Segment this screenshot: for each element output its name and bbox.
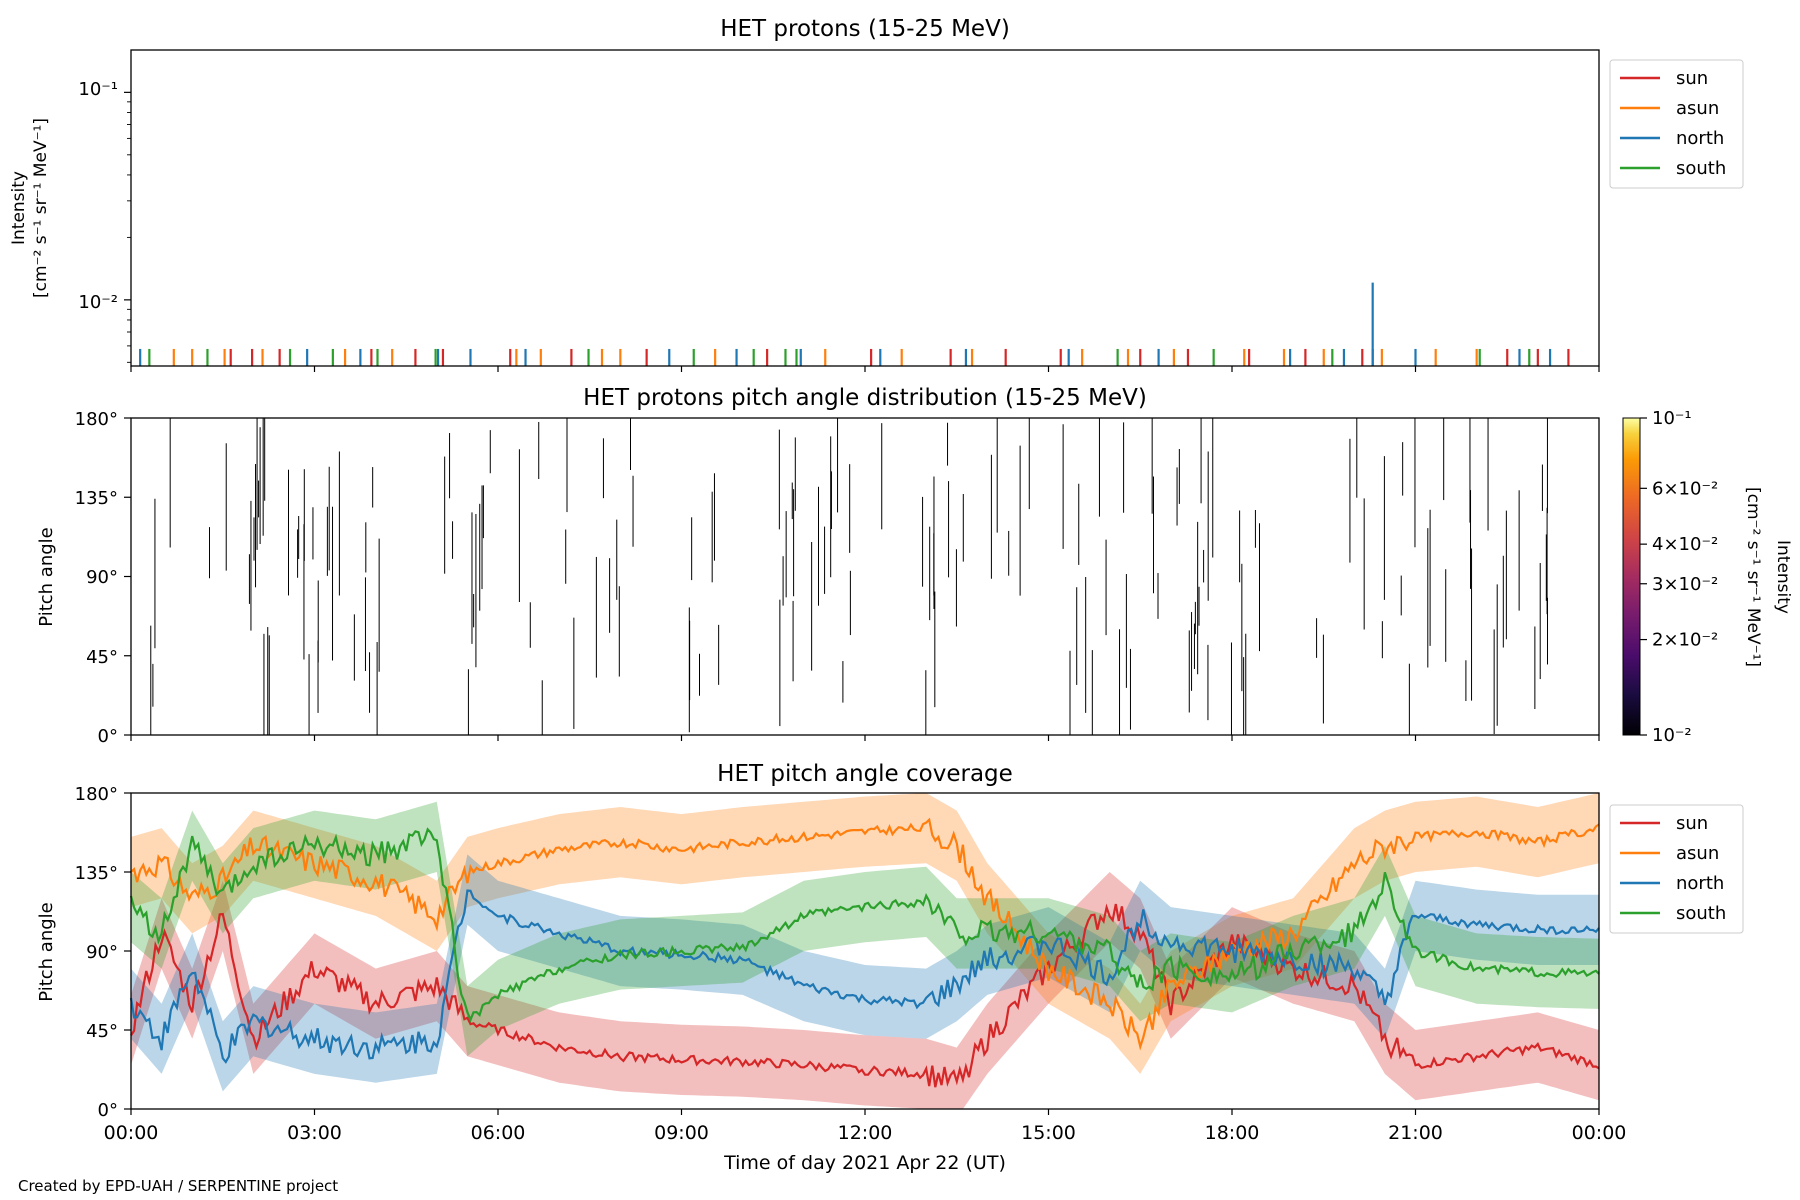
- legend-label-north: north: [1676, 873, 1724, 894]
- panel3-ytick-0: 0°: [98, 1100, 118, 1121]
- panel3-ytick-135: 135°: [75, 863, 118, 884]
- legend-label-sun: sun: [1676, 813, 1708, 834]
- panel1-frame: [130, 49, 1600, 367]
- colorbar-tick-label: 10⁻¹: [1652, 408, 1692, 429]
- panel2-ytick-90: 90°: [86, 567, 118, 588]
- colorbar-tick-label: 10⁻²: [1652, 725, 1692, 746]
- line-asun: [130, 817, 1600, 1051]
- panel1-title: HET protons (15-25 MeV): [720, 16, 1010, 42]
- panel1-ytick-bottom: 10⁻²: [78, 292, 118, 313]
- band-south: [131, 801, 1599, 1057]
- colorbar-label-line2: [cm⁻² s⁻¹ sr⁻¹ MeV⁻¹]: [1743, 487, 1763, 667]
- footer-credit: Created by EPD-UAH / SERPENTINE project: [18, 1177, 339, 1195]
- panel2-ytick-135: 135°: [75, 488, 118, 509]
- panel-pad: HET protons pitch angle distribution (15…: [36, 385, 1793, 747]
- panel1-ylabel-line1: Intensity: [9, 171, 29, 245]
- colorbar: 10⁻¹ 6×10⁻² 4×10⁻² 3×10⁻² 2×10⁻² 10⁻² Intensi…: [1622, 408, 1793, 746]
- panel2-ytick-0: 0°: [98, 726, 118, 747]
- panel2-title: HET protons pitch angle distribution (15…: [583, 385, 1147, 411]
- line-south: [129, 827, 1600, 1023]
- colorbar-gradient: [1622, 417, 1641, 736]
- line-sun: [130, 903, 1600, 1088]
- panel2-ytick-45: 45°: [86, 647, 118, 668]
- legend-label-sun: sun: [1676, 68, 1708, 89]
- panel3-legend: sun asun north south: [1609, 804, 1744, 934]
- xtick-label: 06:00: [471, 1122, 526, 1144]
- xtick-label: 15:00: [1021, 1122, 1076, 1144]
- panel2-ytick-180: 180°: [75, 409, 118, 430]
- panel3-ylabel: Pitch angle: [36, 902, 57, 1001]
- xtick-label: 09:00: [654, 1122, 709, 1144]
- colorbar-tick-label: 4×10⁻²: [1652, 534, 1718, 555]
- legend-label-asun: asun: [1676, 98, 1719, 119]
- colorbar-tick-label: 3×10⁻²: [1652, 574, 1718, 595]
- panel3-title: HET pitch angle coverage: [717, 761, 1013, 787]
- xtick-label: 00:00: [104, 1122, 159, 1144]
- panel1-ylabel-line2: [cm⁻² s⁻¹ sr⁻¹ MeV⁻¹]: [31, 118, 51, 298]
- legend-label-south: south: [1676, 903, 1726, 924]
- panel1-legend: sun asun north south: [1609, 59, 1744, 189]
- panel3-ytick-180: 180°: [75, 784, 118, 805]
- xtick-label: 21:00: [1388, 1122, 1443, 1144]
- band-north: [131, 854, 1599, 1092]
- colorbar-tick-label: 6×10⁻²: [1652, 478, 1718, 499]
- panel-coverage: HET pitch angle coverage Pitch angle 180…: [36, 366, 1744, 1174]
- x-axis-label: Time of day 2021 Apr 22 (UT): [723, 1152, 1006, 1174]
- xtick-label: 00:00: [1572, 1122, 1627, 1144]
- xtick-label: 12:00: [838, 1122, 893, 1144]
- legend-label-north: north: [1676, 128, 1724, 149]
- panel3-ytick-45: 45°: [86, 1021, 118, 1042]
- xtick-label: 03:00: [287, 1122, 342, 1144]
- xtick-label: 18:00: [1205, 1122, 1260, 1144]
- band-sun: [131, 872, 1599, 1109]
- panel3-ytick-90: 90°: [86, 942, 118, 963]
- colorbar-label-line1: Intensity: [1773, 540, 1793, 614]
- panel-intensity: HET protons (15-25 MeV) Intensity [cm⁻² …: [9, 16, 1744, 367]
- panel2-frame: [130, 417, 1600, 736]
- legend-label-asun: asun: [1676, 843, 1719, 864]
- x-axis-ticks: 00:00 03:00 06:00 09:00 12:00 15:00 18:00 21:00…: [104, 366, 1627, 1144]
- line-north: [129, 889, 1600, 1064]
- panel1-ytick-top: 10⁻¹: [78, 79, 118, 100]
- panel2-ylabel: Pitch angle: [36, 527, 57, 626]
- legend-label-south: south: [1676, 158, 1726, 179]
- colorbar-tick-label: 2×10⁻²: [1652, 630, 1718, 651]
